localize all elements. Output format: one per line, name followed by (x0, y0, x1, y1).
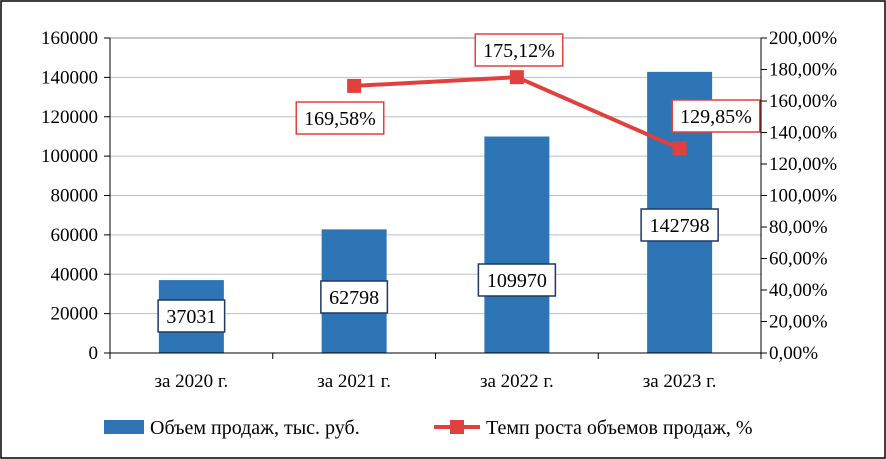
y-right-tick-label: 80,00% (769, 217, 828, 238)
x-tick-label: за 2023 г. (643, 371, 717, 392)
line-point-marker (672, 141, 687, 156)
bar-data-label: 109970 (487, 270, 547, 292)
y-right-tick-label: 20,00% (769, 312, 828, 333)
y-right-tick-label: 60,00% (769, 249, 828, 270)
line-series (347, 70, 687, 156)
legend: Объем продаж, тыс. руб. Темп роста объемо… (104, 417, 753, 439)
bar-data-label: 37031 (166, 306, 216, 328)
y-left-tick-label: 40000 (51, 264, 99, 285)
y-left-tick-label: 60000 (51, 225, 99, 246)
y-right-tick-label: 140,00% (769, 123, 837, 144)
bar-data-label-box (320, 280, 389, 314)
y-left-tick-label: 120000 (41, 107, 98, 128)
line-data-label: 169,58% (304, 108, 376, 130)
y-right-tick-label: 40,00% (769, 280, 828, 301)
bar-data-label-box (640, 208, 719, 242)
y-right-tick-label: 160,00% (769, 91, 837, 112)
line-point-marker (347, 78, 362, 93)
y-left-tick-label: 80000 (51, 186, 99, 207)
bar-data-label-box (477, 263, 557, 297)
legend-swatch-line-marker (450, 420, 464, 434)
bar-data-label: 142798 (650, 215, 710, 237)
x-tick-label: за 2020 г. (154, 371, 228, 392)
y-left-tick-label: 140000 (41, 67, 98, 88)
x-tick-label: за 2022 г. (480, 371, 554, 392)
y-left-tick-label: 20000 (51, 304, 99, 325)
line-data-label-box (295, 101, 385, 135)
y-left-tick-label: 160000 (41, 28, 98, 49)
line-data-label: 129,85% (680, 106, 752, 128)
bar (484, 136, 550, 353)
legend-swatch-bar (104, 420, 144, 434)
y-right-tick-label: 0,00% (769, 343, 818, 364)
y-right-tick-label: 180,00% (769, 60, 837, 81)
line-data-label: 175,12% (483, 40, 555, 62)
bar-data-label-box (157, 299, 226, 333)
bar-data-label: 62798 (329, 287, 379, 309)
y-left-tick-label: 100000 (41, 146, 98, 167)
legend-label-line: Темп роста объемов продаж, % (486, 417, 753, 439)
y-left-tick-label: 0 (89, 343, 99, 364)
y-right-tick-label: 120,00% (769, 154, 837, 175)
legend-label-bar: Объем продаж, тыс. руб. (150, 417, 360, 439)
axes: 0 20000 40000 60000 80000 100000 120000 140000 1… (41, 28, 837, 392)
data-labels: 37031 62798 109970 142798 169,58% 175,12% 129,… (157, 33, 761, 333)
x-tick-label: за 2021 г. (317, 371, 391, 392)
line-data-label-box (671, 99, 761, 133)
y-right-tick-label: 100,00% (769, 186, 837, 207)
line-data-label-box (474, 33, 564, 67)
line-point-marker (509, 70, 524, 85)
y-right-tick-label: 200,00% (769, 28, 837, 49)
